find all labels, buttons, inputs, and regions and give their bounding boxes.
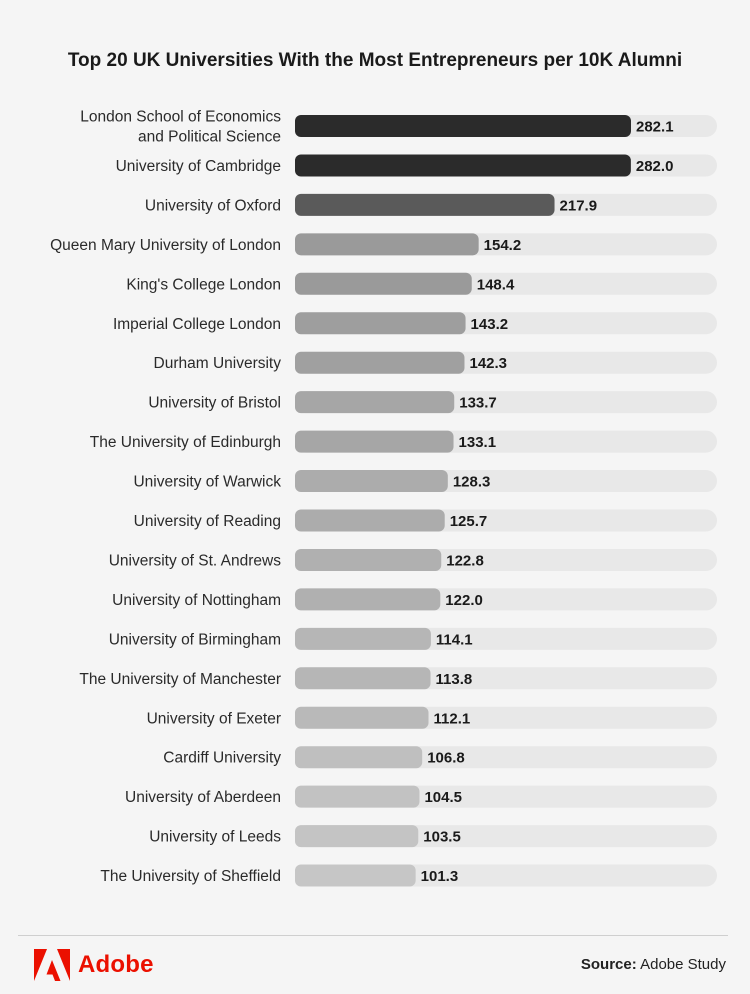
category-label: University of Leeds bbox=[149, 829, 281, 846]
bar bbox=[295, 391, 455, 414]
value-label: 133.1 bbox=[459, 434, 497, 451]
value-label: 112.1 bbox=[434, 710, 471, 727]
value-label: 125.7 bbox=[450, 513, 488, 530]
value-label: 142.3 bbox=[469, 355, 507, 372]
category-label: and Political Science bbox=[138, 129, 281, 146]
value-label: 103.5 bbox=[423, 829, 461, 846]
category-label: Imperial College London bbox=[113, 316, 281, 333]
value-label: 113.8 bbox=[436, 671, 473, 688]
category-label: University of Exeter bbox=[147, 710, 281, 727]
value-label: 122.8 bbox=[446, 552, 484, 569]
bar bbox=[295, 785, 420, 808]
value-label: 217.9 bbox=[560, 197, 598, 214]
bar bbox=[295, 509, 445, 532]
category-label: University of Nottingham bbox=[112, 592, 281, 609]
bar bbox=[295, 312, 466, 335]
adobe-logo: Adobe bbox=[34, 948, 154, 982]
bar bbox=[295, 351, 465, 374]
category-label: University of St. Andrews bbox=[109, 552, 282, 569]
value-label: 128.3 bbox=[453, 474, 491, 491]
value-label: 101.3 bbox=[421, 868, 459, 885]
bar bbox=[295, 193, 555, 216]
category-label: Durham University bbox=[154, 355, 282, 372]
category-label: University of Bristol bbox=[148, 395, 281, 412]
bar bbox=[295, 115, 631, 137]
bar bbox=[295, 746, 423, 769]
category-label: The University of Edinburgh bbox=[90, 434, 281, 451]
bar bbox=[295, 588, 441, 611]
category-label: Cardiff University bbox=[163, 750, 281, 767]
source-label: Source: bbox=[580, 956, 637, 973]
source-note: Source: Adobe Study bbox=[581, 956, 726, 973]
bar-chart: 282.1 London School of Economics and Polit… bbox=[50, 109, 717, 887]
category-label: University of Cambridge bbox=[116, 158, 281, 175]
bar bbox=[295, 548, 442, 571]
value-label: 106.8 bbox=[427, 750, 465, 767]
footer-divider bbox=[18, 935, 728, 936]
value-label: 122.0 bbox=[445, 592, 483, 609]
adobe-logo-icon bbox=[34, 949, 70, 981]
value-label: 104.5 bbox=[424, 789, 462, 806]
bar bbox=[295, 667, 431, 690]
bar bbox=[295, 430, 454, 453]
value-label: 143.2 bbox=[471, 316, 509, 333]
category-label: University of Aberdeen bbox=[125, 789, 281, 806]
bar bbox=[295, 825, 419, 848]
bar bbox=[295, 864, 416, 887]
bar bbox=[295, 154, 631, 177]
bar bbox=[295, 272, 472, 295]
adobe-wordmark: Adobe bbox=[78, 951, 154, 978]
bar bbox=[295, 233, 479, 256]
category-label: University of Oxford bbox=[145, 197, 281, 214]
category-label: University of Reading bbox=[134, 513, 281, 530]
category-label: The University of Sheffield bbox=[100, 868, 281, 885]
category-label: King's College London bbox=[126, 276, 281, 293]
category-label: University of Birmingham bbox=[109, 631, 281, 648]
category-label: London School of Economics bbox=[80, 109, 281, 126]
chart-title: Top 20 UK Universities With the Most Ent… bbox=[67, 50, 683, 71]
value-label: 133.7 bbox=[459, 395, 497, 412]
value-label: 282.1 bbox=[636, 119, 674, 136]
category-label: University of Warwick bbox=[133, 474, 281, 491]
bar bbox=[295, 706, 429, 729]
bar bbox=[295, 627, 431, 650]
category-label: The University of Manchester bbox=[79, 671, 281, 688]
source-text: Adobe Study bbox=[640, 956, 726, 973]
bar bbox=[295, 470, 448, 493]
value-label: 114.1 bbox=[436, 631, 473, 648]
value-label: 148.4 bbox=[477, 276, 515, 293]
value-label: 282.0 bbox=[636, 158, 674, 175]
value-label: 154.2 bbox=[484, 237, 522, 254]
category-label: Queen Mary University of London bbox=[50, 237, 281, 254]
